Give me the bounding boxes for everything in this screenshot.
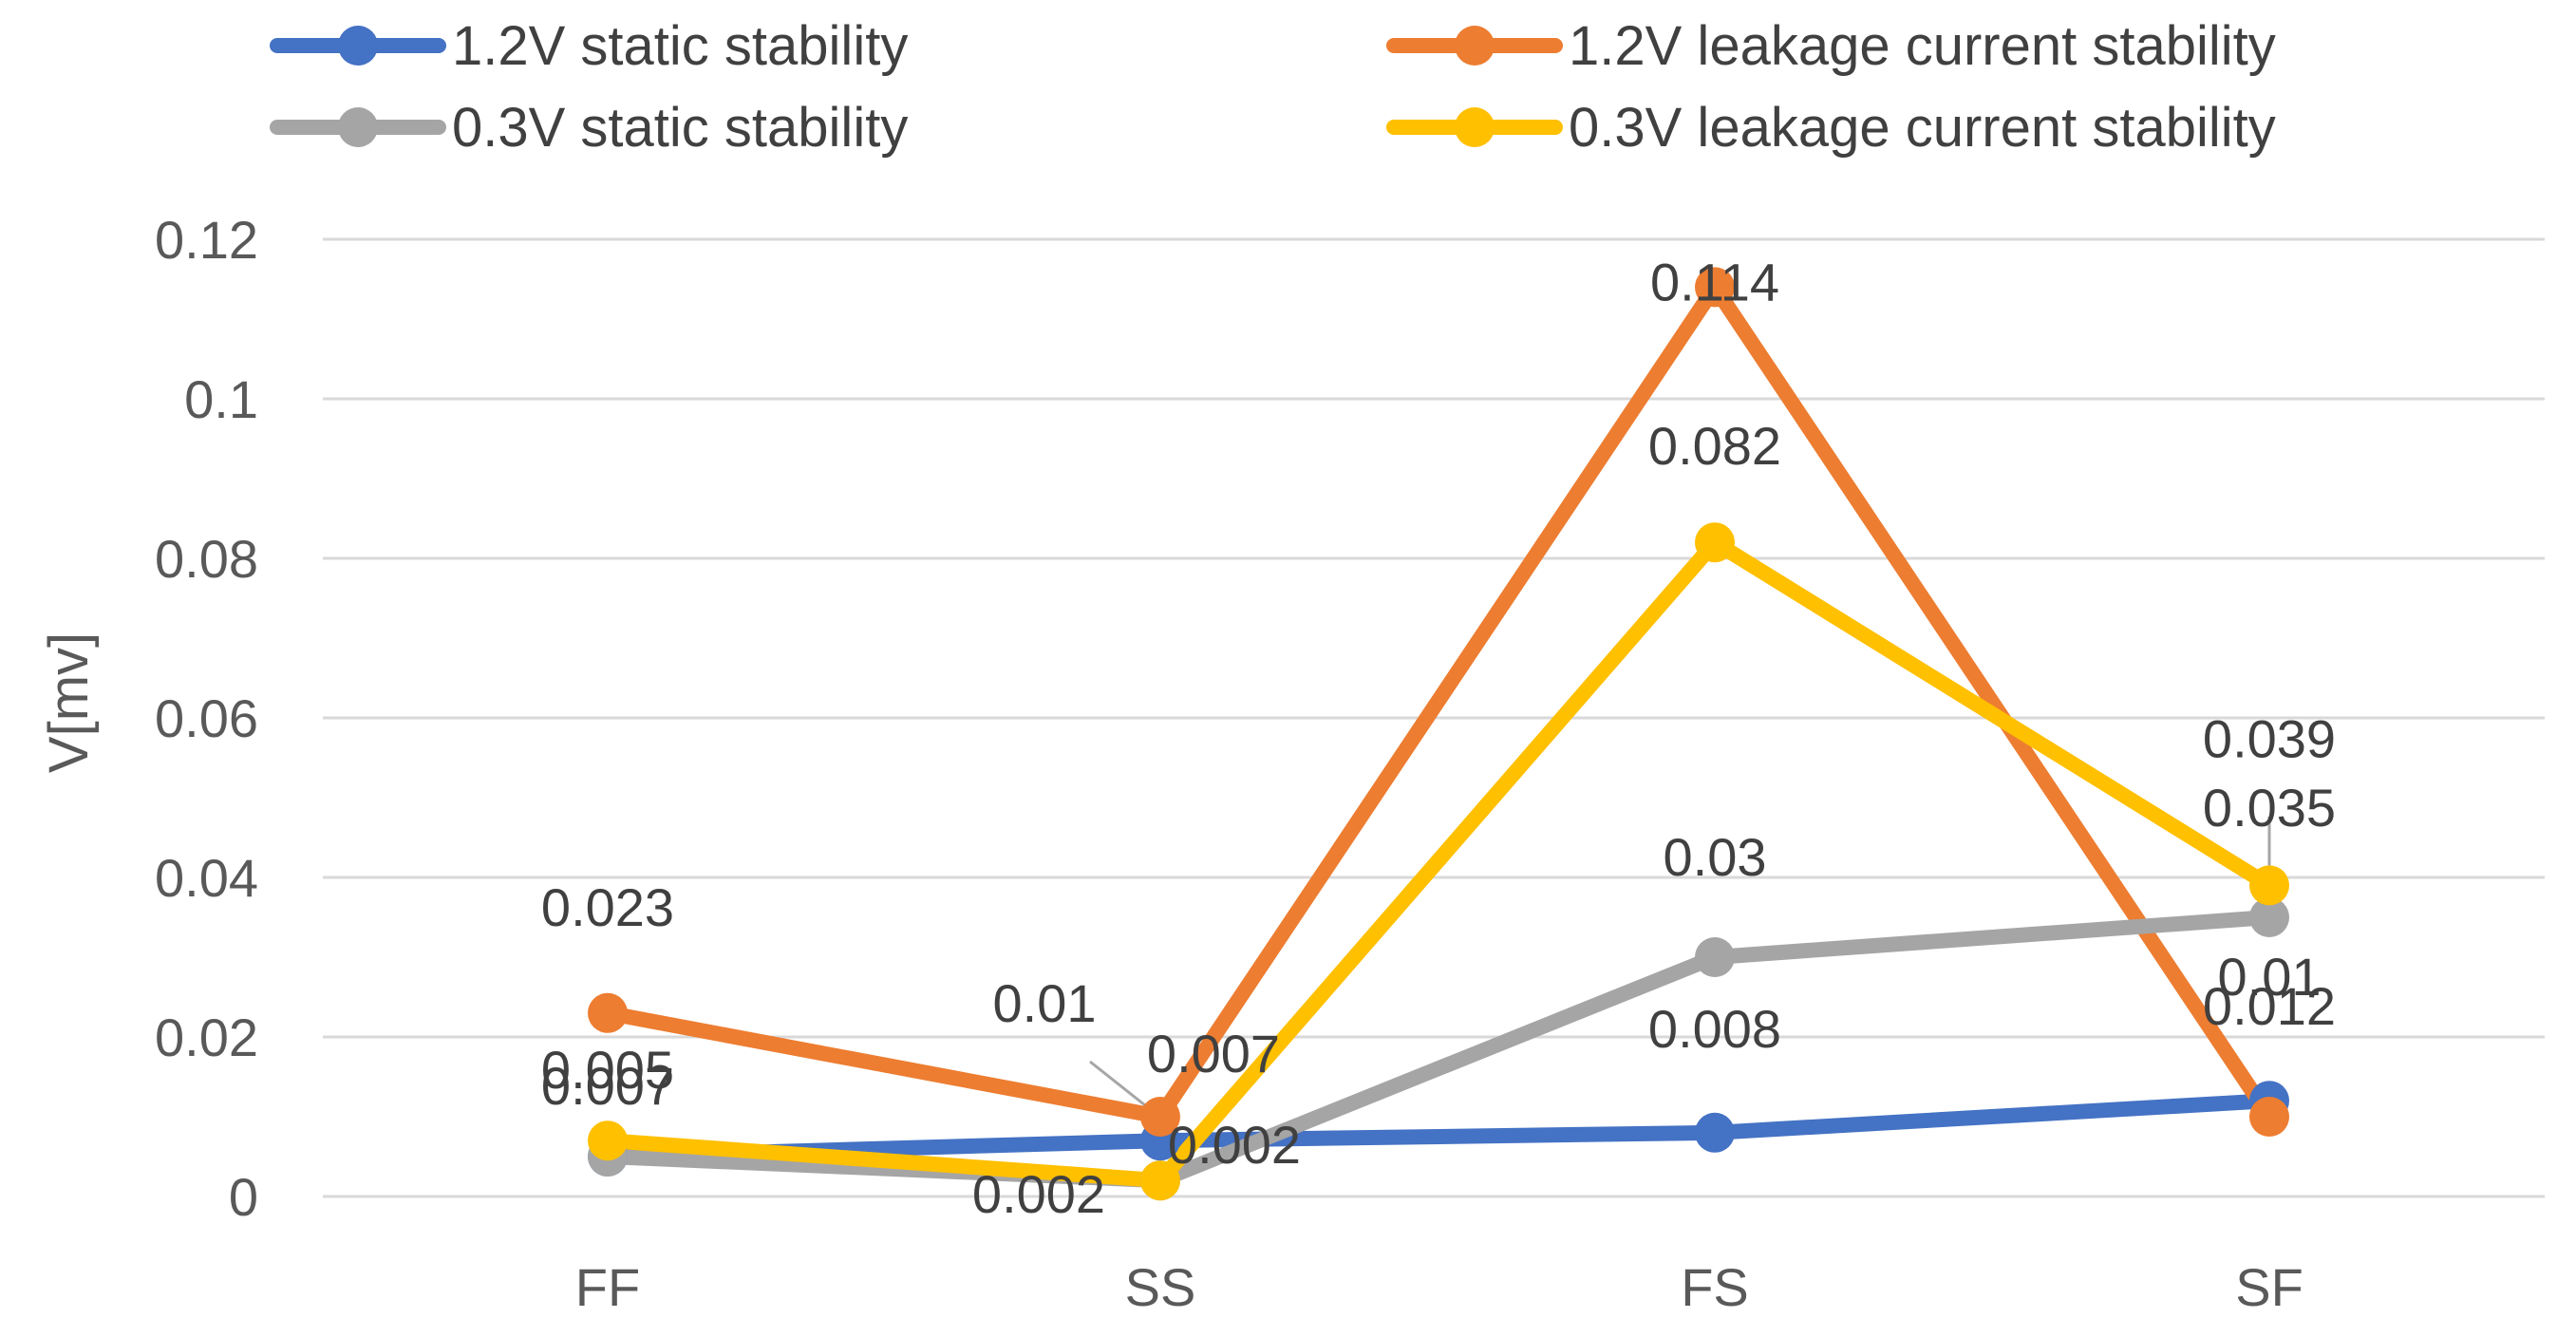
legend-label: 0.3V static stability bbox=[452, 97, 908, 159]
data-point bbox=[588, 1120, 628, 1161]
data-point bbox=[1695, 1112, 1735, 1153]
data-label: 0.007 bbox=[541, 1056, 674, 1116]
x-tick-label: SF bbox=[2235, 1257, 2303, 1317]
data-label: 0.039 bbox=[2203, 708, 2336, 768]
x-tick-label: FS bbox=[1681, 1257, 1749, 1317]
data-label: 0.114 bbox=[1650, 252, 1779, 311]
legend-item: 0.3V leakage current stability bbox=[1386, 97, 2276, 159]
data-point bbox=[2249, 1097, 2289, 1137]
gridlines bbox=[323, 237, 2545, 1198]
legend-item: 0.3V static stability bbox=[270, 97, 908, 159]
x-axis-ticks: FF SS FS SF bbox=[575, 1257, 2303, 1317]
data-labels: 0.005 0.007 0.008 0.0120.0230.010.1140.010.… bbox=[541, 252, 2336, 1224]
legend-swatch-marker bbox=[1455, 107, 1495, 147]
data-label: 0.01 bbox=[993, 973, 1097, 1033]
y-tick-label: 0.02 bbox=[155, 1007, 258, 1067]
y-tick-label: 0.04 bbox=[155, 848, 258, 908]
data-point bbox=[1695, 522, 1735, 563]
data-label: 0.012 bbox=[2203, 976, 2336, 1036]
y-axis-ticks: 0 0.02 0.04 0.06 0.08 0.1 0.12 bbox=[155, 210, 258, 1227]
legend-label: 0.3V leakage current stability bbox=[1569, 97, 2276, 159]
data-point bbox=[2249, 865, 2289, 906]
series-lines bbox=[600, 279, 2277, 1189]
data-point bbox=[1140, 1097, 1180, 1137]
leader-line bbox=[1089, 1060, 1146, 1107]
data-label: 0.002 bbox=[972, 1164, 1105, 1224]
data-point bbox=[2249, 897, 2289, 937]
data-label: 0.005 bbox=[541, 1040, 674, 1100]
y-axis-title: V[mv] bbox=[38, 632, 100, 773]
data-label: 0.008 bbox=[1648, 999, 1781, 1059]
legend-label: 1.2V leakage current stability bbox=[1569, 15, 2276, 77]
label-leader-lines bbox=[1089, 817, 2271, 1107]
series-line bbox=[600, 279, 2277, 1124]
legend-label: 1.2V static stability bbox=[452, 15, 908, 77]
data-point bbox=[1695, 267, 1735, 308]
data-point bbox=[1695, 937, 1735, 977]
data-label: 0.03 bbox=[1664, 827, 1767, 887]
data-label: 0.002 bbox=[1168, 1115, 1301, 1175]
series-line bbox=[600, 535, 2277, 1189]
data-label: 0.035 bbox=[2203, 778, 2336, 838]
y-tick-label: 0.08 bbox=[155, 529, 258, 589]
y-tick-label: 0 bbox=[229, 1167, 258, 1227]
data-point bbox=[1140, 1160, 1180, 1201]
series-line bbox=[600, 910, 2277, 1189]
legend-item: 1.2V static stability bbox=[270, 15, 908, 77]
data-label: 0.023 bbox=[541, 877, 674, 937]
x-tick-label: SS bbox=[1125, 1257, 1196, 1317]
y-tick-label: 0.1 bbox=[184, 369, 258, 429]
series-line bbox=[600, 1093, 2277, 1164]
data-label: 0.007 bbox=[1147, 1024, 1280, 1083]
y-tick-label: 0.12 bbox=[155, 210, 258, 270]
data-label: 0.082 bbox=[1648, 416, 1781, 476]
legend: 1.2V static stability 1.2V leakage curren… bbox=[270, 15, 2276, 159]
legend-swatch-marker bbox=[1455, 26, 1495, 66]
legend-swatch-marker bbox=[338, 26, 378, 66]
legend-swatch-marker bbox=[338, 107, 378, 147]
data-point bbox=[588, 992, 628, 1033]
x-tick-label: FF bbox=[575, 1257, 640, 1317]
series-markers bbox=[588, 267, 2289, 1201]
legend-item: 1.2V leakage current stability bbox=[1386, 15, 2276, 77]
y-tick-label: 0.06 bbox=[155, 688, 258, 748]
data-label: 0.01 bbox=[2218, 947, 2322, 1007]
